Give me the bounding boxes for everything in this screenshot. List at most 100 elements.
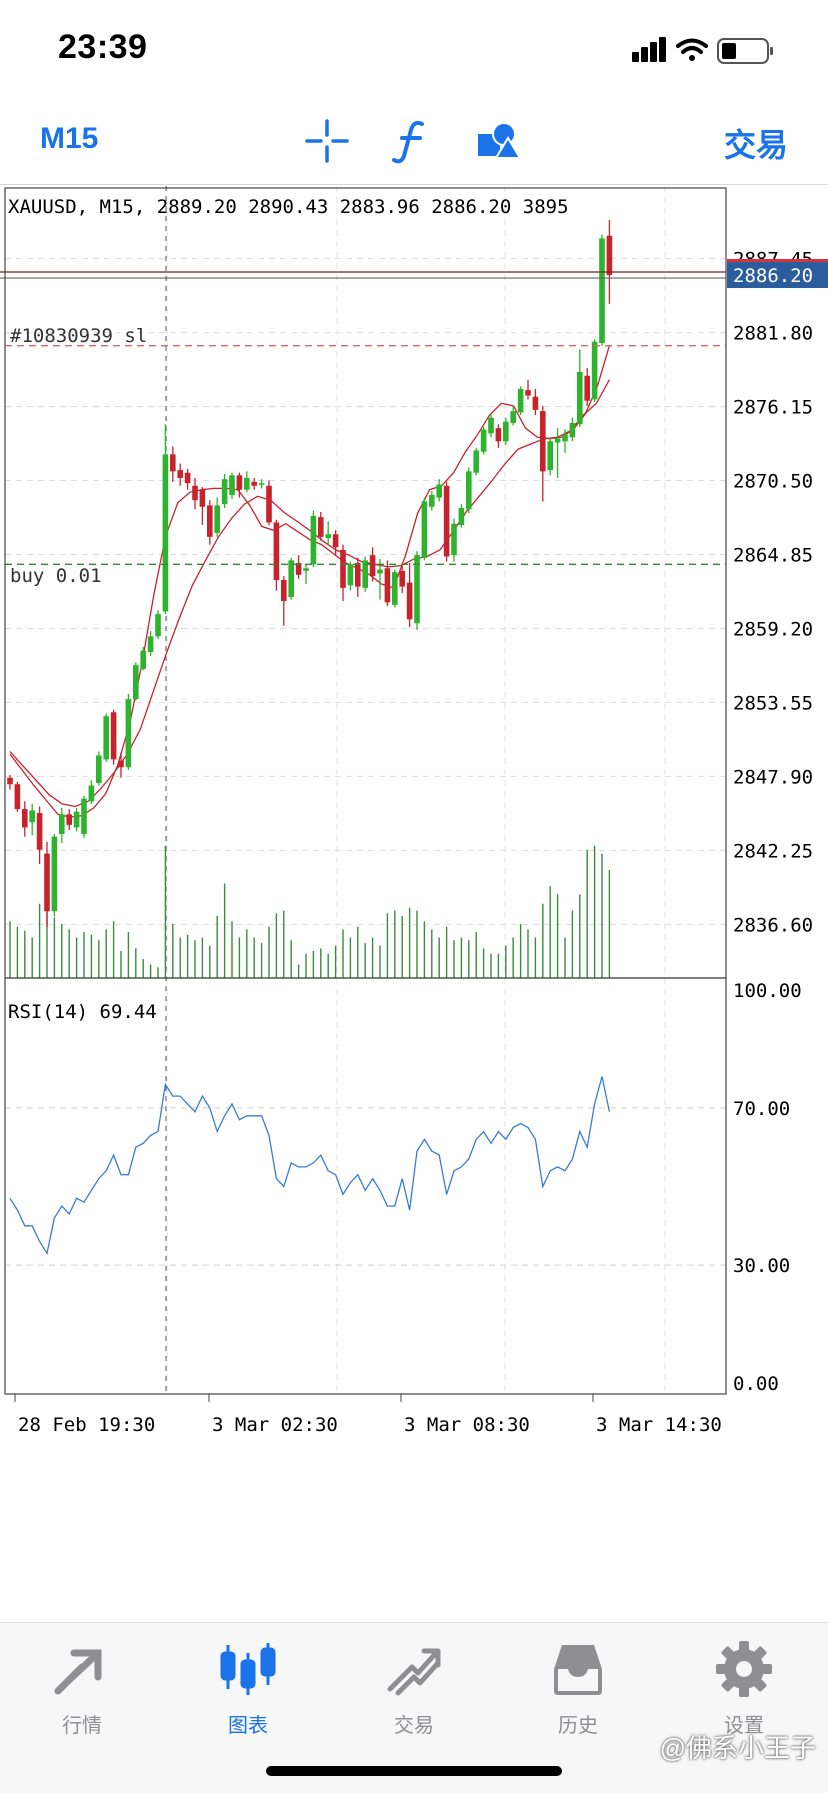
candle-body	[421, 501, 428, 558]
price-chart[interactable]: 2887.452881.802876.152870.502864.852859.…	[0, 186, 828, 1616]
candle-body	[458, 508, 465, 526]
rsi-tick-label: 100.00	[733, 980, 802, 1002]
ma-fast-line	[9, 345, 611, 818]
rsi-tick-label: 30.00	[733, 1255, 790, 1277]
tab-chart[interactable]: 图表	[188, 1639, 308, 1738]
price-tick-label: 2870.50	[733, 471, 813, 493]
candle-body	[125, 699, 132, 768]
candle-body	[162, 454, 169, 612]
candle-body	[517, 388, 524, 413]
tab-quotes[interactable]: 行情	[22, 1639, 142, 1738]
candle-body	[599, 238, 605, 344]
candle-body	[88, 785, 95, 802]
rsi-panel-border	[4, 977, 727, 1395]
tab-history-label: 历史	[558, 1715, 598, 1737]
chart-area[interactable]: 2887.452881.802876.152870.502864.852859.…	[0, 186, 828, 1616]
battery-icon	[717, 38, 773, 64]
price-tick-label: 2881.80	[733, 323, 813, 345]
chart-header: XAUUSD, M15, 2889.20 2890.43 2883.96 288…	[8, 196, 569, 218]
quotes-icon	[54, 1649, 102, 1695]
candle-body	[251, 481, 257, 486]
rsi-indicator: 100.00 70.00 30.00 0.00	[5, 980, 802, 1395]
candle-body	[510, 411, 516, 423]
candle-body	[377, 569, 383, 574]
candle-body	[466, 471, 472, 510]
tab-settings[interactable]: 设置	[684, 1639, 804, 1738]
buy-label: buy 0.01	[10, 565, 102, 587]
candle-body	[244, 477, 250, 490]
candle-body	[221, 479, 228, 505]
candle-body	[103, 716, 109, 760]
candle-body	[110, 712, 117, 760]
status-bar: 23:39	[0, 0, 828, 100]
time-tick-label: 28 Feb 19:30	[18, 1414, 155, 1436]
candle-body	[281, 580, 287, 601]
candle-body	[288, 560, 294, 598]
candle-body	[480, 429, 487, 452]
candle-body	[81, 798, 87, 834]
tab-settings-label: 设置	[724, 1715, 764, 1737]
candle-body	[295, 563, 302, 575]
candle-body	[147, 636, 154, 653]
chart-frame: 28 Feb 19:30 3 Mar 02:30 3 Mar 08:30 3 Mar …	[4, 187, 727, 1436]
rsi-tick-label: 70.00	[733, 1098, 790, 1120]
status-icons	[632, 37, 773, 64]
candle-body	[369, 555, 376, 577]
time-tick-label: 3 Mar 08:30	[404, 1414, 530, 1436]
candle-body	[429, 494, 435, 507]
candle-body	[540, 411, 546, 472]
candle-body	[140, 650, 146, 670]
price-tick-label: 2853.55	[733, 692, 813, 714]
candle-body	[36, 813, 43, 850]
candle-body	[177, 470, 183, 478]
candle-body	[606, 235, 613, 276]
candle-body	[406, 582, 413, 620]
candle-body	[584, 375, 590, 401]
candle-body	[214, 505, 220, 533]
candle-body	[355, 563, 361, 587]
tab-chart-label: 图表	[228, 1715, 268, 1737]
candle-body	[318, 517, 324, 537]
candle-body	[591, 341, 598, 400]
candle-body	[184, 472, 191, 484]
chart-labels: XAUUSD, M15, 2889.20 2890.43 2883.96 288…	[8, 196, 569, 1023]
time-tick-label: 3 Mar 02:30	[212, 1414, 338, 1436]
history-tab-icon	[554, 1645, 602, 1695]
candle-body	[133, 665, 139, 700]
candle-body	[170, 454, 176, 472]
time-tick-label: 3 Mar 14:30	[596, 1414, 722, 1436]
candle-body	[266, 485, 272, 523]
cellular-signal-icon	[632, 37, 666, 62]
candle-body	[155, 614, 161, 637]
candle-body	[488, 417, 494, 434]
candle-body	[525, 390, 531, 396]
candle-body	[29, 810, 35, 823]
timeframe-button[interactable]: M15	[40, 122, 99, 155]
sl-label: #10830939 sl	[10, 325, 147, 347]
trade-button[interactable]: 交易	[723, 127, 788, 163]
chart-toolbar: M15 交易	[0, 100, 828, 185]
candle-body	[443, 485, 450, 557]
candle-body	[14, 784, 21, 810]
candlesticks	[7, 220, 613, 927]
tab-trade[interactable]: 交易	[354, 1639, 474, 1738]
candle-body	[66, 814, 72, 825]
candle-body	[532, 396, 539, 410]
candle-body	[207, 505, 213, 537]
candle-body	[340, 549, 346, 588]
candle-body	[258, 483, 265, 485]
objects-icon[interactable]	[476, 118, 522, 164]
tab-history[interactable]: 历史	[518, 1639, 638, 1738]
candle-body	[199, 489, 206, 507]
tab-trade-label: 交易	[394, 1715, 434, 1737]
candle-body	[495, 428, 502, 442]
chart-tab-icon	[220, 1643, 276, 1695]
candle-body	[577, 371, 583, 425]
volume-bars	[9, 845, 611, 978]
candle-body	[503, 421, 509, 442]
crosshair-icon[interactable]	[304, 118, 350, 164]
candle-body	[273, 522, 280, 581]
indicators-icon[interactable]	[392, 118, 432, 164]
candle-body	[392, 572, 398, 605]
candle-body	[118, 760, 124, 768]
